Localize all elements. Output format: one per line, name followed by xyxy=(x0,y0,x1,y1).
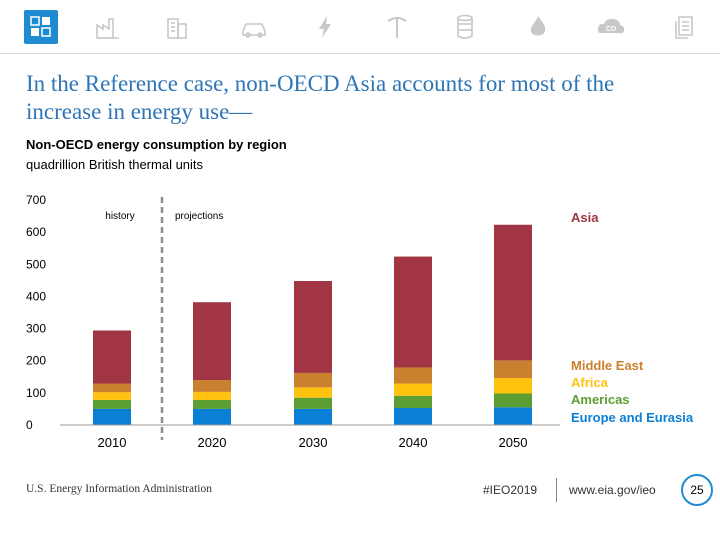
bar-segment xyxy=(294,397,332,409)
footer-separator xyxy=(556,478,557,502)
y-tick-label: 700 xyxy=(26,193,46,207)
slide-title: In the Reference case, non-OECD Asia acc… xyxy=(26,71,615,124)
bar-segment xyxy=(394,383,432,396)
bar-segment xyxy=(193,380,231,392)
chart-title: Non-OECD energy consumption by region xyxy=(26,137,287,152)
bar-segment xyxy=(294,281,332,373)
legend-label: Americas xyxy=(571,392,630,407)
y-tick-label: 200 xyxy=(26,354,46,368)
bar-segment xyxy=(93,399,131,409)
bar-segment xyxy=(394,367,432,384)
buildings-icon[interactable] xyxy=(160,10,194,44)
bar-segment xyxy=(394,395,432,408)
eia-logo-icon[interactable] xyxy=(24,10,58,44)
projections-label: projections xyxy=(175,211,223,222)
oil-barrel-icon[interactable] xyxy=(448,10,482,44)
footer-source: U.S. Energy Information Administration xyxy=(26,483,213,495)
legend-label: Asia xyxy=(571,210,599,225)
bar-segment xyxy=(294,387,332,398)
y-tick-label: 500 xyxy=(26,257,46,271)
bar-segment xyxy=(193,302,231,380)
top-nav-bar: CO xyxy=(0,0,720,56)
footer-hashtag[interactable]: #IEO2019 xyxy=(483,483,538,497)
bar-segment xyxy=(294,408,332,425)
bar-segment xyxy=(494,393,532,408)
x-tick-label: 2050 xyxy=(499,435,528,450)
legend-label: Europe and Eurasia xyxy=(571,410,694,425)
bar-segment xyxy=(294,372,332,388)
history-label: history xyxy=(105,211,134,222)
documents-icon[interactable] xyxy=(667,10,701,44)
stacked-bar-chart: 0 100 200 300 400 500 600 700 2010 2020 2030 2040 20… xyxy=(26,193,694,450)
bar-segment xyxy=(193,391,231,400)
bar-segment xyxy=(494,378,532,394)
y-tick-label: 400 xyxy=(26,289,46,303)
co2-icon[interactable]: CO xyxy=(594,10,628,44)
x-tick-label: 2010 xyxy=(98,435,127,450)
chart-subtitle: quadrillion British thermal units xyxy=(26,157,204,172)
bar-segment xyxy=(394,256,432,368)
x-tick-label: 2020 xyxy=(198,435,227,450)
factory-icon[interactable] xyxy=(91,10,125,44)
y-tick-label: 600 xyxy=(26,225,46,239)
y-tick-label: 300 xyxy=(26,322,46,336)
bar-segment xyxy=(93,383,131,393)
bar-segment xyxy=(93,408,131,425)
y-tick-label: 100 xyxy=(26,386,46,400)
footer-url-link[interactable]: www.eia.gov/ieo xyxy=(569,483,656,497)
svg-text:CO: CO xyxy=(606,26,617,33)
bar-segment xyxy=(494,224,532,361)
flame-icon[interactable] xyxy=(521,10,555,44)
top-divider xyxy=(0,53,720,54)
bar-segment xyxy=(193,408,231,425)
bar-segment xyxy=(193,399,231,409)
bar-segment xyxy=(394,407,432,425)
bar-segment xyxy=(494,407,532,425)
y-tick-label: 0 xyxy=(26,418,33,432)
electricity-icon[interactable] xyxy=(308,10,342,44)
bar-segment xyxy=(93,392,131,400)
x-tick-label: 2040 xyxy=(399,435,428,450)
car-icon[interactable] xyxy=(237,10,271,44)
legend-label: Middle East xyxy=(571,358,644,373)
legend-label: Africa xyxy=(571,375,609,390)
bar-segment xyxy=(494,360,532,379)
x-tick-label: 2030 xyxy=(299,435,328,450)
bar-segment xyxy=(93,330,131,384)
page-number: 25 xyxy=(681,474,713,506)
mining-icon[interactable] xyxy=(380,10,414,44)
